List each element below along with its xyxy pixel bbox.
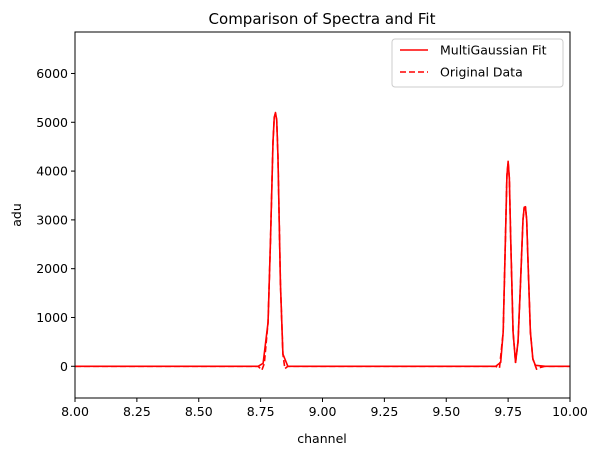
y-tick-label: 1000 bbox=[36, 310, 68, 325]
x-tick-label: 9.25 bbox=[370, 404, 398, 419]
x-axis: 8.00 8.25 8.50 8.75 9.00 9.25 9.50 9.75 10.00 bbox=[61, 398, 588, 419]
x-tick-label: 9.50 bbox=[432, 404, 460, 419]
y-tick-label: 4000 bbox=[36, 164, 68, 179]
x-tick-label: 9.75 bbox=[494, 404, 522, 419]
legend: MultiGaussian Fit Original Data bbox=[391, 38, 564, 88]
y-axis-label: adu bbox=[9, 203, 24, 227]
legend-label-multigaussian-fit: MultiGaussian Fit bbox=[440, 43, 547, 58]
y-tick-label: 0 bbox=[60, 359, 68, 374]
y-tick-label: 3000 bbox=[36, 212, 68, 227]
x-tick-label: 10.00 bbox=[552, 404, 588, 419]
y-tick-label: 5000 bbox=[36, 115, 68, 130]
legend-box bbox=[391, 38, 564, 88]
x-tick-label: 8.75 bbox=[247, 404, 275, 419]
legend-label-original-data: Original Data bbox=[440, 65, 523, 80]
x-tick-label: 8.00 bbox=[61, 404, 89, 419]
x-tick-label: 8.50 bbox=[185, 404, 213, 419]
x-axis-label: channel bbox=[297, 431, 346, 446]
y-tick-label: 2000 bbox=[36, 261, 68, 276]
chart-title: Comparison of Spectra and Fit bbox=[209, 10, 436, 28]
y-axis: 0 1000 2000 3000 4000 5000 6000 bbox=[36, 66, 75, 374]
x-tick-label: 8.25 bbox=[123, 404, 151, 419]
y-tick-label: 6000 bbox=[36, 66, 68, 81]
series-line-original-data bbox=[75, 112, 570, 371]
x-tick-label: 9.00 bbox=[309, 404, 337, 419]
plot-area bbox=[75, 111, 570, 371]
